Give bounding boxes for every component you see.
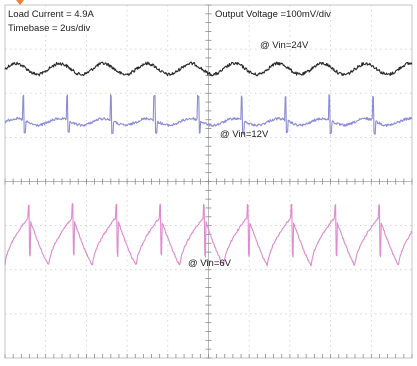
trace-vin-24v (4, 61, 413, 77)
trigger-position-marker (16, 0, 24, 5)
timebase-label: Timebase = 2us/div (8, 23, 91, 34)
waveform-traces (4, 61, 413, 267)
series-label-vin-6v: @ Vin=6V (188, 258, 232, 269)
trace-vin-6v (4, 202, 413, 267)
load-current-label: Load Current = 4.9A (8, 9, 94, 20)
output-voltage-scale-label: Output Voltage =100mV/div (215, 9, 331, 20)
trace-vin-12v (4, 94, 413, 135)
series-label-vin-12v: @ Vin=12V (220, 129, 269, 140)
graticule (4, 4, 413, 359)
series-label-vin-24v: @ Vin=24V (260, 40, 309, 51)
